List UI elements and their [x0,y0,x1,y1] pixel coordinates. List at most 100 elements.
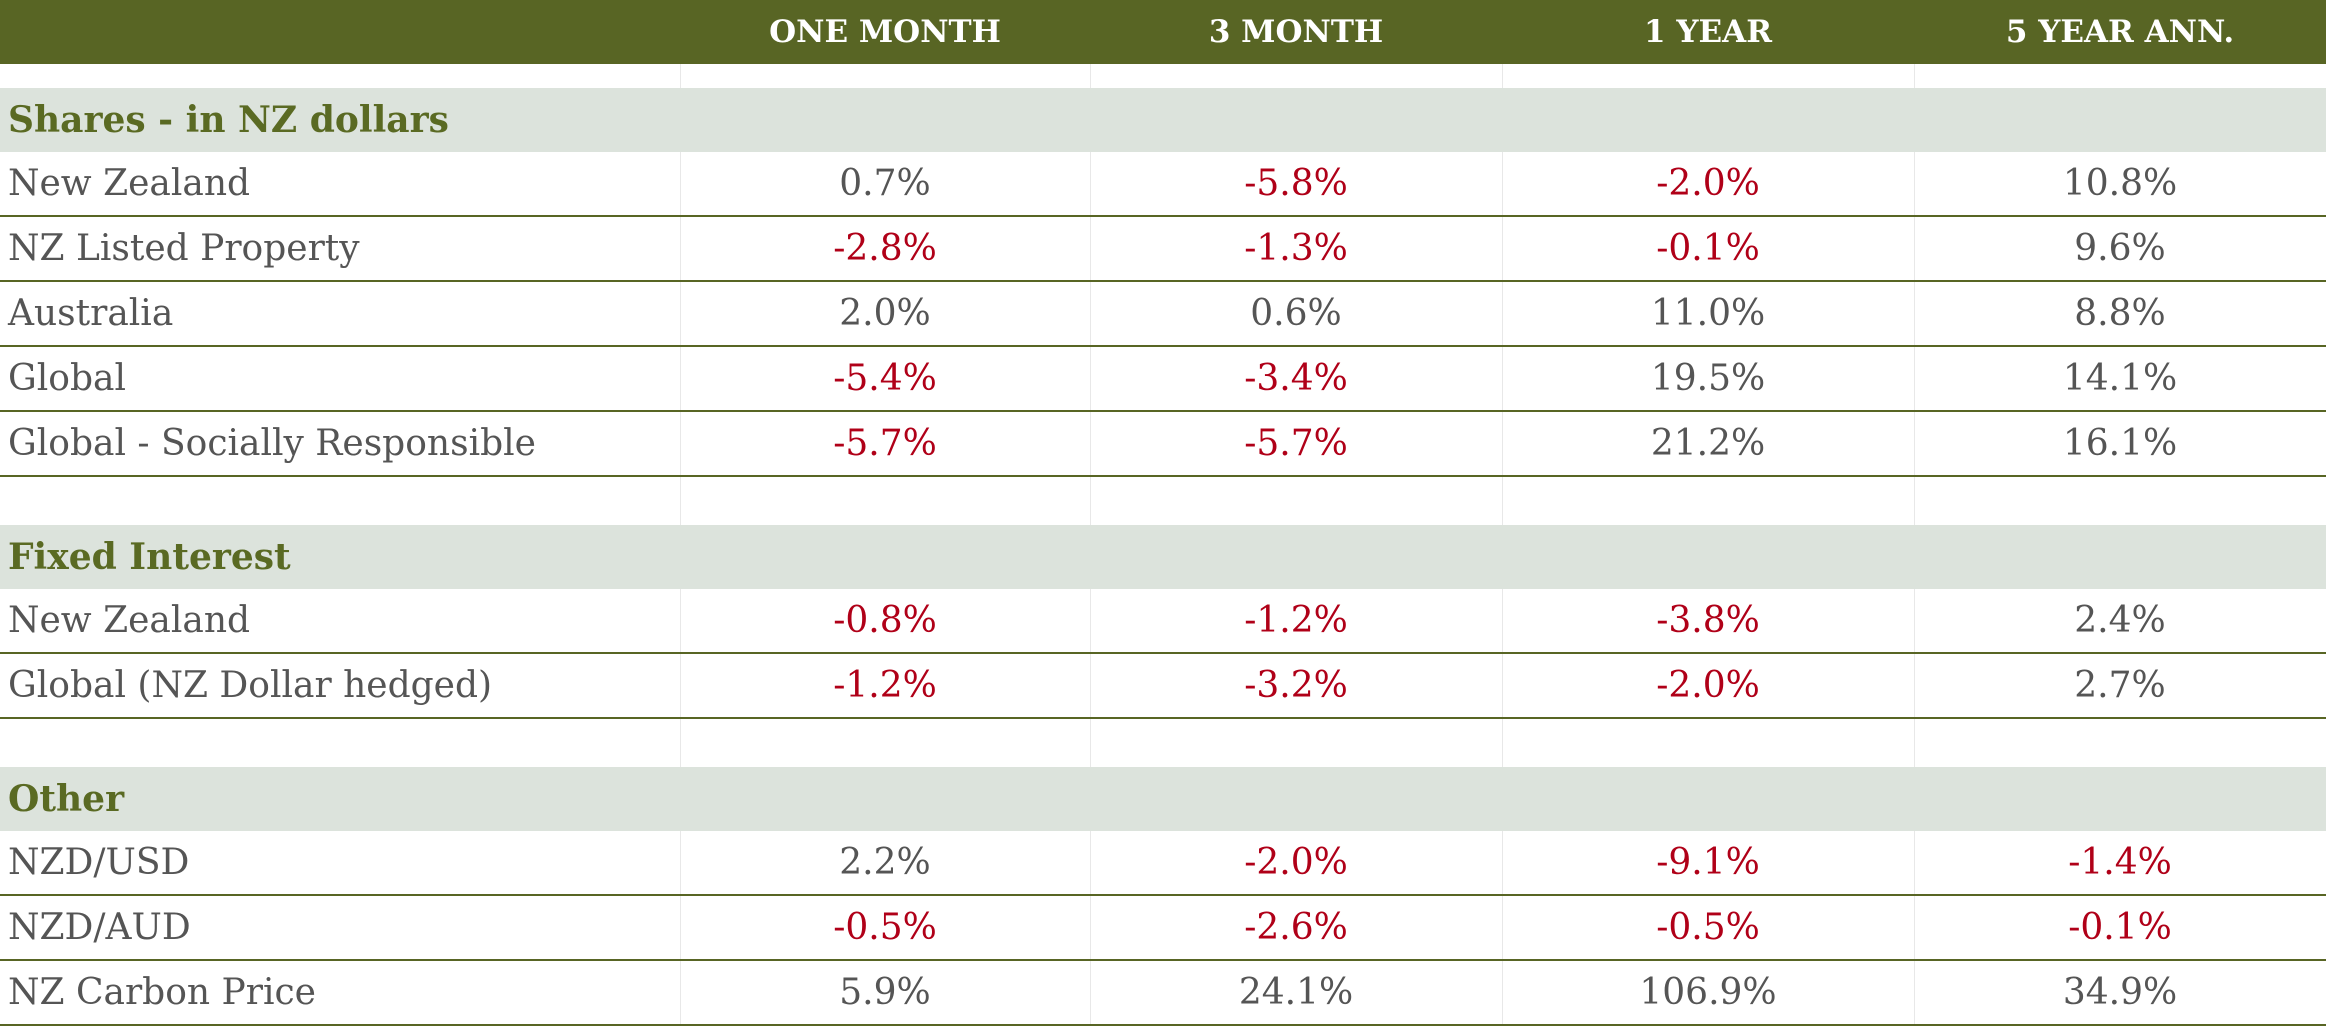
section-title: Shares - in NZ dollars [8,99,449,141]
column-divider [1914,217,1915,280]
value-cell: 10.8% [2062,163,2178,204]
table-row: New Zealand -0.8% -1.2% -3.8% 2.4% [0,589,2326,654]
column-divider [680,347,681,410]
value-cell: -5.8% [1244,163,1348,204]
column-divider [680,282,681,345]
column-divider [1914,654,1915,717]
row-label: Global - Socially Responsible [8,423,536,464]
row-label: NZ Carbon Price [8,972,316,1013]
column-header: 5 YEAR ANN. [2005,14,2235,50]
column-divider [1914,589,1915,652]
column-divider [1090,896,1091,959]
column-divider [680,831,681,894]
column-divider [1090,282,1091,345]
column-divider [1502,412,1503,475]
column-header: 1 YEAR [1644,14,1772,50]
column-divider [1914,412,1915,475]
column-divider [1502,282,1503,345]
value-cell: 24.1% [1238,972,1354,1013]
column-divider [1502,589,1503,652]
table-row: Australia 2.0% 0.6% 11.0% 8.8% [0,282,2326,347]
value-cell: -0.5% [1656,907,1760,948]
value-cell: -2.0% [1656,163,1760,204]
column-header: 3 MONTH [1208,14,1384,50]
value-cell: -1.4% [2068,842,2172,883]
column-divider [1502,961,1503,1024]
column-divider [1090,589,1091,652]
value-cell: -2.0% [1244,842,1348,883]
column-divider [1502,477,1503,525]
value-cell: 2.4% [2074,600,2166,641]
value-cell: -0.8% [833,600,937,641]
value-cell: -3.4% [1244,358,1348,399]
spacer-row [0,719,2326,767]
value-cell: 11.0% [1650,293,1766,334]
column-divider [1090,152,1091,215]
value-cell: 16.1% [2062,423,2178,464]
table-row: Global -5.4% -3.4% 19.5% 14.1% [0,347,2326,412]
value-cell: -3.8% [1656,600,1760,641]
table-row: NZD/AUD -0.5% -2.6% -0.5% -0.1% [0,896,2326,961]
column-divider [1914,282,1915,345]
column-divider [1502,896,1503,959]
value-cell: -1.2% [1244,600,1348,641]
column-divider [680,412,681,475]
table-row: NZ Carbon Price 5.9% 24.1% 106.9% 34.9% [0,961,2326,1026]
column-divider [1914,961,1915,1024]
value-cell: -0.1% [1656,228,1760,269]
column-divider [680,719,681,767]
value-cell: -0.5% [833,907,937,948]
column-divider [1502,152,1503,215]
column-divider [1090,961,1091,1024]
value-cell: 2.0% [839,293,931,334]
column-divider [1090,654,1091,717]
value-cell: -9.1% [1656,842,1760,883]
column-divider [1090,347,1091,410]
value-cell: -5.7% [1244,423,1348,464]
value-cell: 0.6% [1250,293,1342,334]
section-title: Other [8,778,125,820]
column-divider [680,152,681,215]
row-label: NZ Listed Property [8,228,360,269]
row-label: Global (NZ Dollar hedged) [8,665,493,706]
row-label: NZD/AUD [8,907,191,948]
column-divider [680,589,681,652]
spacer-row [0,477,2326,525]
column-divider [1502,217,1503,280]
column-divider [1502,831,1503,894]
value-cell: 8.8% [2074,293,2166,334]
value-cell: 2.7% [2074,665,2166,706]
table-row: New Zealand 0.7% -5.8% -2.0% 10.8% [0,152,2326,217]
table-row: Global - Socially Responsible -5.7% -5.7% 2… [0,412,2326,477]
column-divider [1914,719,1915,767]
section-header-row: Fixed Interest [0,525,2326,589]
section-title: Fixed Interest [8,536,291,578]
column-divider [1914,896,1915,959]
row-label: New Zealand [8,163,251,204]
column-divider [1090,831,1091,894]
spacer-row [0,64,2326,88]
section-header-row: Other [0,767,2326,831]
column-divider [680,654,681,717]
column-divider [1090,412,1091,475]
row-label: Global [8,358,126,399]
value-cell: 0.7% [839,163,931,204]
column-divider [1914,64,1915,88]
row-label: Australia [8,293,174,334]
value-cell: -5.7% [833,423,937,464]
column-divider [1090,719,1091,767]
value-cell: 5.9% [839,972,931,1013]
column-divider [1914,477,1915,525]
table-row: NZD/USD 2.2% -2.0% -9.1% -1.4% [0,831,2326,896]
value-cell: 19.5% [1650,358,1766,399]
value-cell: -2.8% [833,228,937,269]
table-row: NZ Listed Property -2.8% -1.3% -0.1% 9.6% [0,217,2326,282]
column-divider [680,217,681,280]
table-row: Global (NZ Dollar hedged) -1.2% -3.2% -2.0%… [0,654,2326,719]
row-label: New Zealand [8,600,251,641]
column-divider [1090,217,1091,280]
column-divider [1502,654,1503,717]
column-divider [1502,347,1503,410]
value-cell: -2.6% [1244,907,1348,948]
